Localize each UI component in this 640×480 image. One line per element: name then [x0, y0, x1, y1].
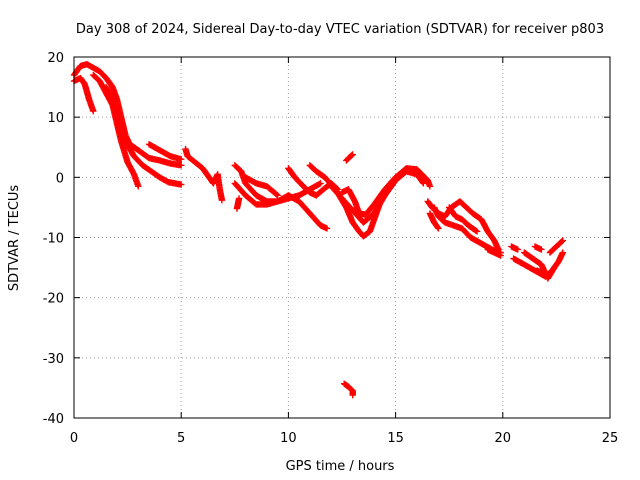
chart-title: Day 308 of 2024, Sidereal Day-to-day VTE… [76, 22, 604, 37]
data-point [349, 151, 356, 158]
series-track-n [338, 165, 434, 218]
data-point [135, 183, 142, 190]
series-track-i [242, 174, 281, 199]
x-tick-label: 15 [387, 431, 404, 446]
series-track-z [546, 237, 567, 256]
data-point [235, 195, 243, 202]
series-track-q [424, 198, 502, 253]
y-tick-label: 10 [47, 111, 64, 126]
data-point [178, 181, 185, 188]
series-track-aa [533, 267, 547, 277]
series-track-h [231, 180, 331, 232]
data-point [273, 191, 280, 198]
data-point [558, 238, 566, 245]
y-tick-label: 0 [56, 171, 64, 186]
y-tick-label: 20 [47, 51, 64, 66]
x-tick-label: 5 [177, 431, 185, 446]
x-tick-label: 25 [602, 431, 619, 446]
series-track-j [233, 195, 243, 212]
data-point [323, 225, 331, 232]
grid-lines [74, 57, 610, 418]
y-axis-label: SDTVAR / TECUs [7, 185, 22, 292]
data-point [317, 180, 324, 187]
series-track-e [145, 141, 185, 163]
data-point [349, 391, 356, 399]
series-track-y [531, 243, 545, 253]
series-track-d [102, 83, 185, 188]
series-track-v [508, 243, 522, 253]
series-track-u [484, 246, 504, 259]
data-point [178, 162, 185, 169]
data-point [434, 224, 441, 231]
data-point [419, 179, 426, 186]
data-point [274, 192, 281, 199]
data-point [178, 156, 185, 163]
x-axis-label: GPS time / hours [286, 459, 395, 474]
data-point [218, 196, 226, 204]
axis-ticks: 0 5 10 15 20 25 -40 -30 -20 -10 0 10 20 [43, 51, 619, 446]
y-tick-label: -30 [43, 352, 64, 367]
series-track-s [426, 210, 442, 232]
data-point [559, 237, 567, 244]
data-point [435, 225, 442, 232]
data-point [473, 228, 481, 235]
data-point [540, 270, 547, 277]
series-track-o [343, 151, 356, 164]
data-point [497, 252, 504, 259]
y-tick-label: -20 [43, 292, 64, 307]
data-point [514, 246, 522, 253]
data-point [472, 227, 480, 235]
data-point [559, 249, 567, 256]
y-tick-label: -40 [43, 412, 64, 427]
x-tick-label: 10 [280, 431, 297, 446]
y-tick-label: -10 [43, 232, 64, 247]
data-points [70, 61, 567, 399]
x-tick-label: 20 [495, 431, 512, 446]
series-track-f [182, 145, 226, 204]
series-track-t [446, 204, 481, 235]
data-point [90, 107, 97, 115]
data-point [538, 246, 545, 253]
data-point [551, 264, 558, 271]
data-point [426, 183, 434, 190]
x-tick-label: 0 [70, 431, 78, 446]
series-track-b [70, 74, 97, 115]
series-track-p [340, 380, 356, 399]
